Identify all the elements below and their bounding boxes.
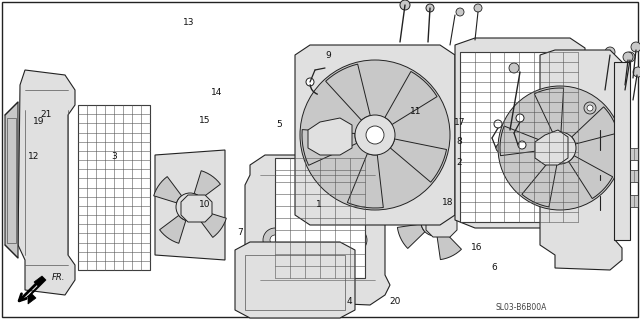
Text: 20: 20: [390, 297, 401, 306]
Polygon shape: [245, 155, 390, 305]
Polygon shape: [568, 156, 612, 198]
Circle shape: [428, 215, 442, 229]
Polygon shape: [18, 70, 75, 295]
Bar: [614, 62, 630, 240]
Circle shape: [518, 141, 526, 149]
Text: 15: 15: [199, 116, 211, 125]
Text: 2: 2: [457, 158, 462, 167]
Polygon shape: [500, 126, 545, 156]
Text: 7: 7: [237, 228, 243, 237]
Circle shape: [623, 52, 633, 62]
Circle shape: [631, 42, 640, 52]
Text: 12: 12: [28, 152, 40, 161]
Circle shape: [498, 86, 622, 210]
Circle shape: [595, 208, 605, 218]
Circle shape: [343, 228, 367, 252]
Polygon shape: [437, 232, 461, 260]
Text: 11: 11: [410, 107, 422, 116]
Circle shape: [270, 235, 280, 245]
Polygon shape: [235, 242, 355, 318]
Circle shape: [366, 126, 384, 144]
Bar: [630, 195, 638, 207]
Circle shape: [350, 235, 360, 245]
Polygon shape: [534, 88, 564, 134]
Polygon shape: [5, 102, 18, 258]
Text: SL03-B6B00A: SL03-B6B00A: [495, 303, 547, 313]
Polygon shape: [348, 153, 383, 208]
Text: 17: 17: [454, 118, 465, 127]
Polygon shape: [308, 118, 352, 155]
Polygon shape: [154, 177, 182, 203]
Circle shape: [587, 105, 593, 111]
Circle shape: [633, 67, 640, 77]
Circle shape: [553, 141, 567, 155]
Text: 13: 13: [183, 19, 195, 27]
Bar: [460, 52, 578, 222]
Circle shape: [544, 132, 576, 164]
Text: 3: 3: [111, 152, 116, 161]
Circle shape: [306, 78, 314, 86]
Polygon shape: [455, 38, 585, 228]
Circle shape: [300, 60, 450, 210]
Polygon shape: [295, 45, 455, 225]
Text: 8: 8: [457, 137, 462, 146]
Polygon shape: [194, 171, 220, 199]
Text: 9: 9: [326, 51, 331, 60]
Circle shape: [176, 193, 204, 221]
Bar: [245, 255, 345, 310]
Circle shape: [584, 102, 596, 114]
Bar: [630, 148, 638, 160]
Circle shape: [494, 120, 502, 128]
Circle shape: [605, 47, 615, 57]
Polygon shape: [535, 130, 568, 165]
Polygon shape: [198, 211, 227, 237]
Text: 4: 4: [347, 297, 352, 306]
Polygon shape: [397, 224, 425, 249]
Polygon shape: [385, 71, 437, 124]
Polygon shape: [155, 150, 225, 260]
Text: 6: 6: [492, 263, 497, 272]
Circle shape: [456, 8, 464, 16]
Polygon shape: [181, 195, 212, 222]
Circle shape: [183, 200, 197, 214]
Text: FR.: FR.: [52, 273, 65, 283]
Polygon shape: [426, 210, 457, 237]
Bar: [7, 118, 16, 243]
Circle shape: [509, 63, 519, 73]
Polygon shape: [326, 64, 371, 120]
Polygon shape: [390, 139, 447, 182]
Polygon shape: [522, 160, 557, 207]
Polygon shape: [572, 107, 618, 144]
Text: 14: 14: [211, 88, 222, 97]
Text: 19: 19: [33, 117, 44, 126]
Bar: [78, 105, 150, 270]
Text: 10: 10: [199, 200, 211, 209]
Polygon shape: [408, 184, 433, 212]
Circle shape: [355, 115, 395, 155]
Circle shape: [496, 144, 504, 152]
Circle shape: [426, 4, 434, 12]
Text: 18: 18: [442, 198, 454, 207]
Circle shape: [595, 150, 605, 160]
Circle shape: [596, 181, 604, 189]
Polygon shape: [159, 215, 186, 243]
Polygon shape: [540, 50, 622, 270]
Bar: [630, 170, 638, 182]
Text: 21: 21: [40, 110, 52, 119]
Bar: [275, 158, 365, 278]
Text: 16: 16: [471, 243, 483, 252]
Polygon shape: [24, 276, 46, 304]
Circle shape: [400, 0, 410, 10]
Circle shape: [516, 114, 524, 122]
Text: 5: 5: [276, 120, 282, 129]
Circle shape: [421, 208, 449, 236]
Circle shape: [474, 4, 482, 12]
Circle shape: [263, 228, 287, 252]
Polygon shape: [445, 196, 472, 220]
Circle shape: [625, 52, 635, 62]
Polygon shape: [302, 130, 357, 165]
Text: 1: 1: [316, 200, 321, 209]
